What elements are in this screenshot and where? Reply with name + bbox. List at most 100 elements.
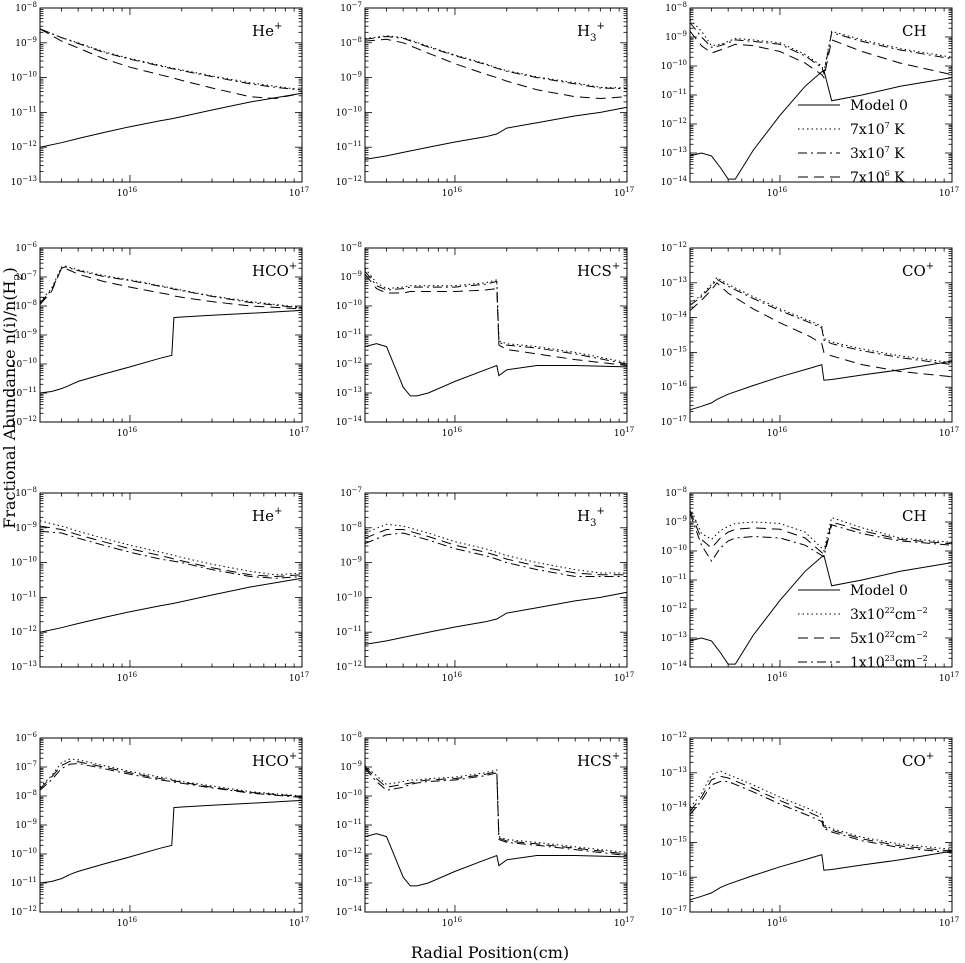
y-axis-title-close: ) xyxy=(0,267,19,273)
y-tick-base: 10 xyxy=(340,559,352,569)
y-tick-base: 10 xyxy=(661,120,673,130)
y-tick-exp: −11 xyxy=(347,140,362,148)
y-tick-exp: −16 xyxy=(672,380,687,388)
y-tick-label: 10−11 xyxy=(11,590,37,603)
x-tick-label: 1016 xyxy=(442,671,463,684)
x-tick-base: 10 xyxy=(767,674,779,684)
y-axis-title-main: Fractional Abundance n(i)/n(H xyxy=(0,280,19,528)
y-tick-label: 10−9 xyxy=(15,328,37,341)
legend-label: 3x1022cm−2 xyxy=(850,606,928,623)
x-tick-label: 1017 xyxy=(289,426,309,439)
y-tick-exp: −13 xyxy=(672,766,687,774)
x-tick-label: 1017 xyxy=(614,186,634,199)
x-tick-label: 1016 xyxy=(442,186,463,199)
y-tick-label: 10−10 xyxy=(11,71,37,84)
y-tick-label: 10−9 xyxy=(15,818,37,831)
x-tick-exp: 17 xyxy=(625,186,634,194)
y-tick-label: 10−11 xyxy=(336,625,362,638)
y-tick-base: 10 xyxy=(15,244,27,254)
legend-unit-exponent: −2 xyxy=(916,630,928,639)
legend-text: 3x10 xyxy=(850,146,885,162)
y-tick-label: 10−13 xyxy=(661,276,687,289)
y-tick-base: 10 xyxy=(336,178,348,188)
series-line-dashed xyxy=(39,267,303,310)
y-tick-base: 10 xyxy=(11,360,23,370)
x-tick-base: 10 xyxy=(442,674,454,684)
y-tick-exp: −10 xyxy=(22,357,37,365)
y-tick-exp: −9 xyxy=(352,760,362,768)
y-tick-base: 10 xyxy=(661,149,673,159)
species-label: HCO+ xyxy=(252,751,297,770)
y-tick-label: 10−15 xyxy=(661,345,687,358)
y-tick-exp: −9 xyxy=(27,818,37,826)
y-tick-exp: −7 xyxy=(27,760,37,768)
x-tick-exp: 16 xyxy=(128,671,137,679)
x-tick-exp: 17 xyxy=(950,186,959,194)
y-tick-exp: −8 xyxy=(352,36,362,44)
y-tick-label: 10−12 xyxy=(661,241,687,254)
x-tick-base: 10 xyxy=(939,919,951,929)
y-tick-exp: −15 xyxy=(672,345,687,353)
y-tick-label: 10−8 xyxy=(15,1,37,14)
y-tick-base: 10 xyxy=(11,663,23,673)
series-line-solid xyxy=(364,343,628,397)
x-tick-label: 1017 xyxy=(939,186,959,199)
y-tick-label: 10−8 xyxy=(340,241,362,254)
x-tick-base: 10 xyxy=(614,919,626,929)
series-line-solid xyxy=(39,577,303,633)
y-tick-label: 10−15 xyxy=(661,835,687,848)
y-tick-exp: −11 xyxy=(22,105,37,113)
y-tick-label: 10−7 xyxy=(340,1,362,14)
x-tick-base: 10 xyxy=(117,674,129,684)
y-tick-label: 10−12 xyxy=(661,731,687,744)
y-tick-label: 10−13 xyxy=(11,175,37,188)
y-tick-exp: −8 xyxy=(677,1,687,9)
y-tick-label: 10−7 xyxy=(15,270,37,283)
x-tick-label: 1016 xyxy=(767,916,788,929)
y-tick-label: 10−11 xyxy=(336,818,362,831)
y-tick-label: 10−12 xyxy=(336,847,362,860)
y-tick-exp: −12 xyxy=(672,241,687,249)
y-tick-label: 10−11 xyxy=(336,140,362,153)
y-tick-base: 10 xyxy=(340,763,352,773)
y-tick-label: 10−10 xyxy=(336,789,362,802)
series-line-solid xyxy=(689,554,953,665)
legend-exponent: 23 xyxy=(885,654,895,663)
x-tick-label: 1016 xyxy=(767,426,788,439)
y-tick-label: 10−12 xyxy=(336,357,362,370)
y-tick-exp: −7 xyxy=(352,486,362,494)
x-tick-label: 1016 xyxy=(442,916,463,929)
x-tick-label: 1017 xyxy=(614,671,634,684)
series-line-dotted xyxy=(39,265,303,308)
legend-exponent: 7 xyxy=(885,145,890,154)
y-tick-label: 10−16 xyxy=(661,870,688,883)
y-tick-label: 10−12 xyxy=(11,625,37,638)
y-tick-exp: −7 xyxy=(352,1,362,9)
y-tick-base: 10 xyxy=(665,518,677,528)
y-tick-base: 10 xyxy=(11,908,23,918)
species-name: HCO xyxy=(252,752,289,770)
y-tick-label: 10−12 xyxy=(661,602,687,615)
series-line-dashdot xyxy=(364,532,627,577)
y-tick-label: 10−13 xyxy=(336,386,362,399)
x-tick-label: 1017 xyxy=(614,426,634,439)
y-tick-base: 10 xyxy=(661,734,673,744)
series-line-dashed xyxy=(39,28,303,100)
y-tick-label: 10−7 xyxy=(15,760,37,773)
plot-frame xyxy=(689,247,953,423)
series-line-dashdot xyxy=(364,768,628,856)
x-tick-exp: 17 xyxy=(300,671,309,679)
legend-label: 7x107 K xyxy=(850,121,905,138)
y-tick-label: 10−10 xyxy=(11,847,37,860)
species-name: H xyxy=(577,22,590,40)
y-tick-base: 10 xyxy=(336,628,348,638)
y-tick-exp: −16 xyxy=(672,870,687,878)
y-tick-label: 10−8 xyxy=(15,789,37,802)
